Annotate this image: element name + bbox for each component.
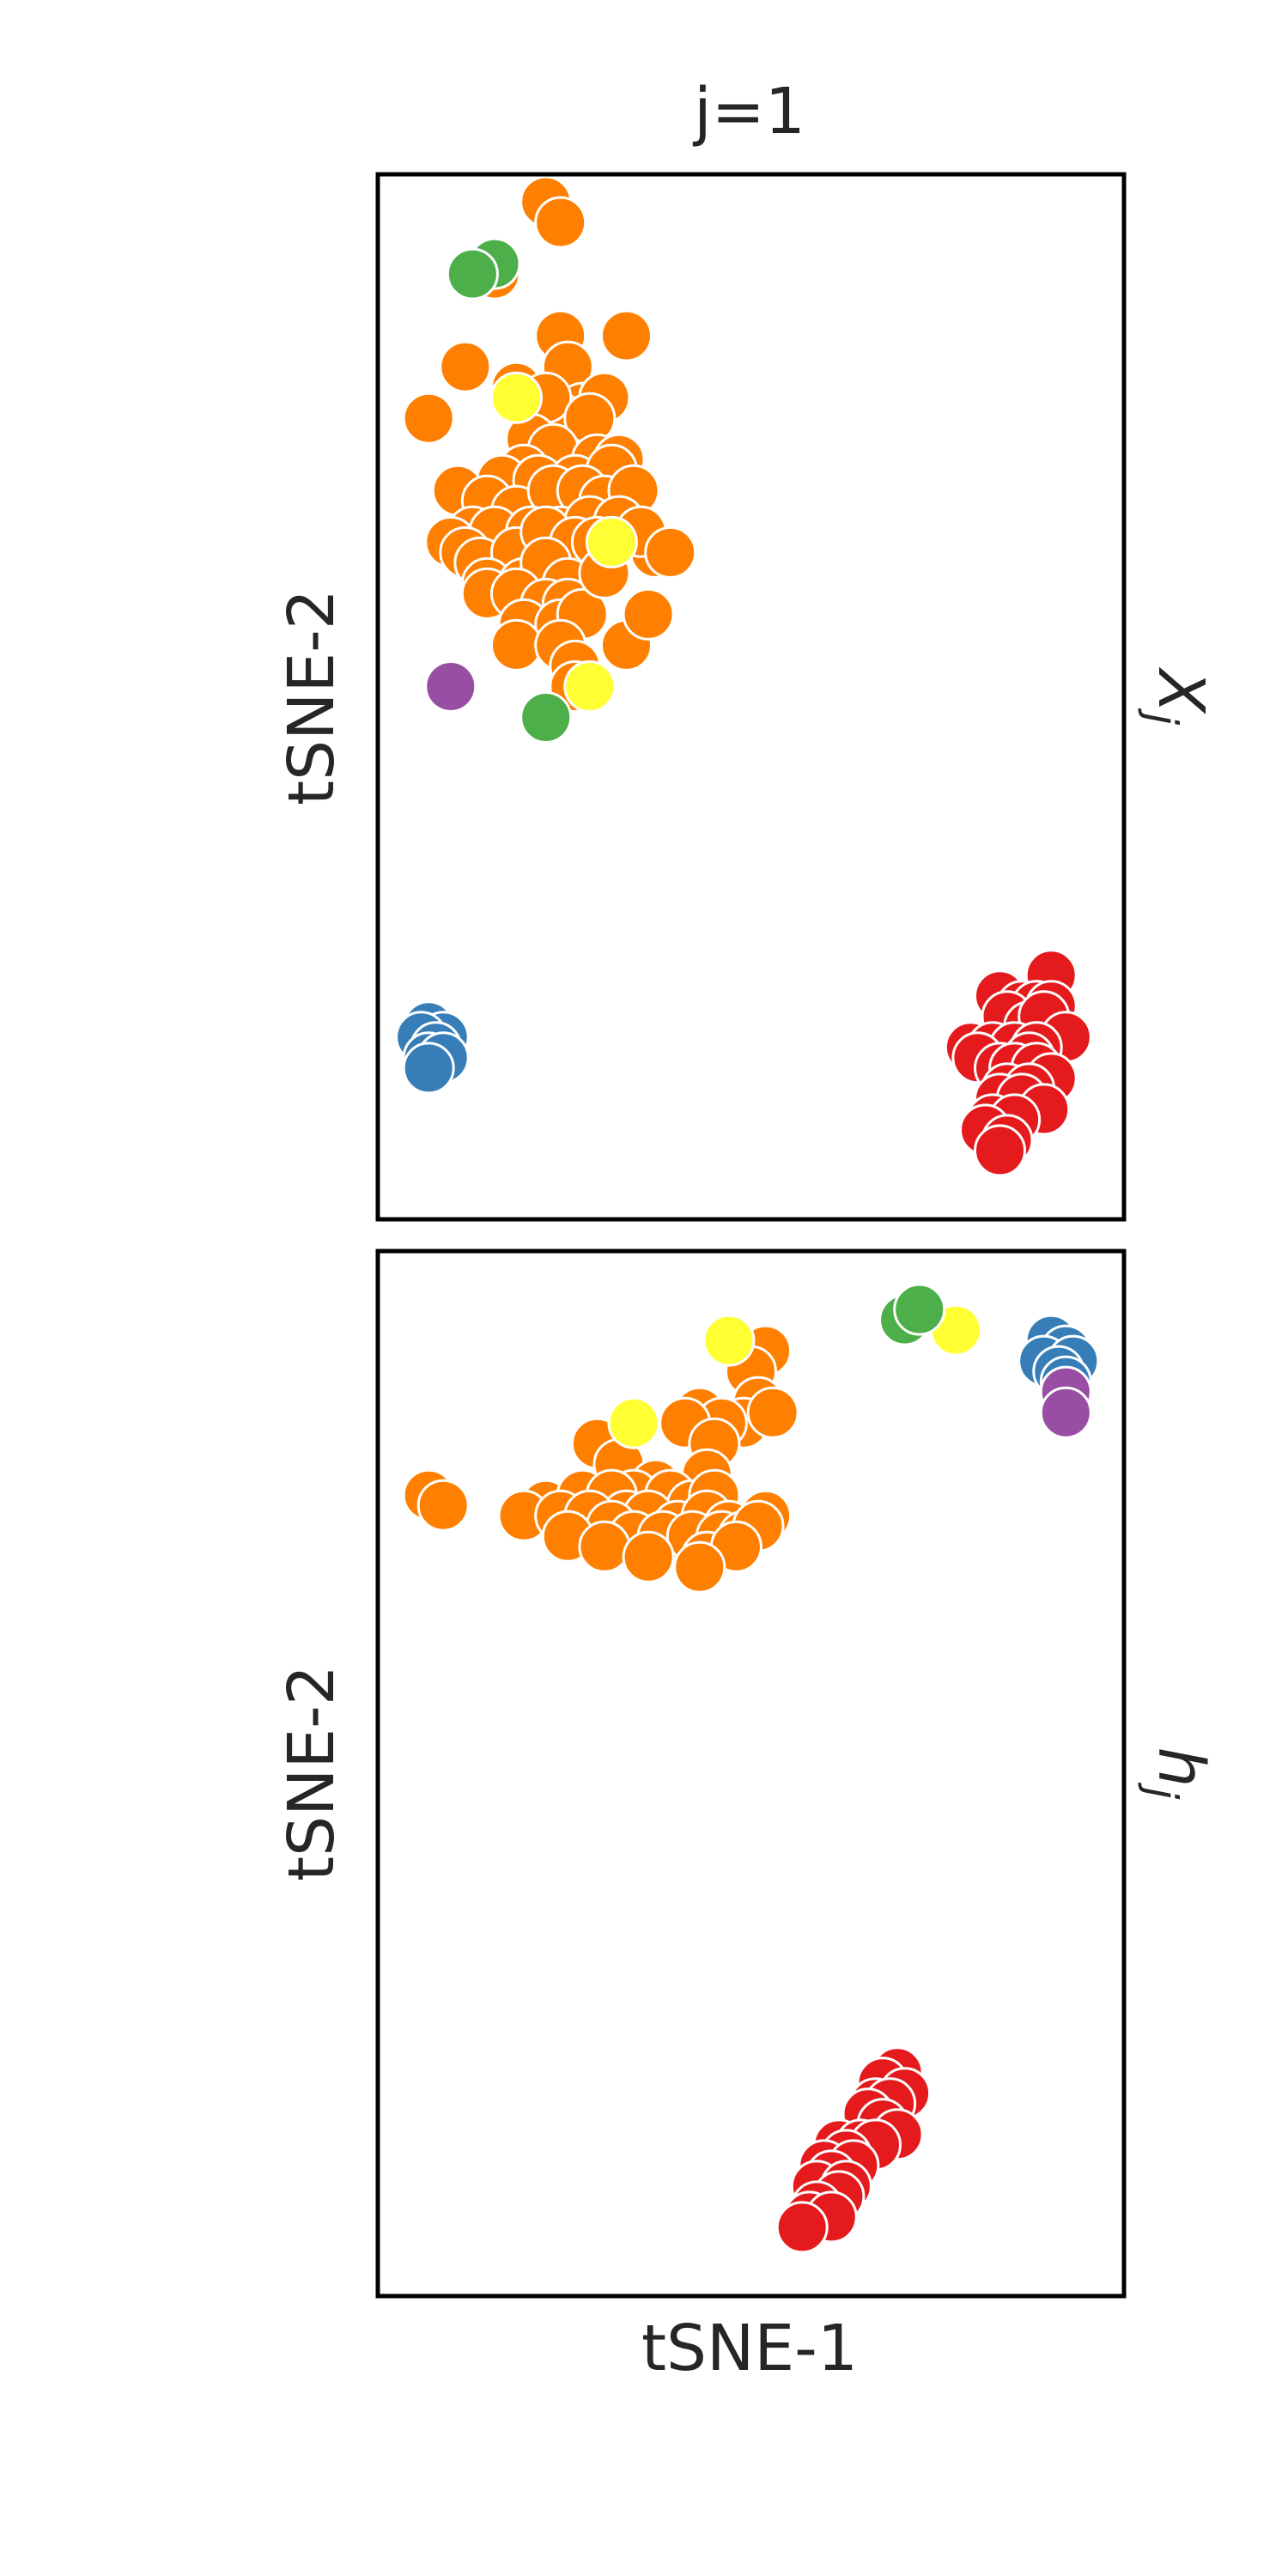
scatter-point-yellow	[490, 371, 543, 424]
scatter-point-green	[893, 1283, 946, 1336]
scatter-point-orange	[622, 1530, 675, 1583]
figure-title: j=1	[692, 75, 805, 149]
scatter-point-purple	[424, 660, 477, 713]
scatter-point-orange	[746, 1386, 799, 1439]
scatter-point-red	[974, 1124, 1026, 1177]
row-label-top-main: X	[1144, 666, 1218, 715]
scatter-point-purple	[1039, 1386, 1092, 1439]
scatter-point-orange	[534, 196, 587, 249]
row-label-bottom-main: h	[1144, 1747, 1218, 1788]
scatter-points-top	[395, 175, 1092, 1177]
scatter-point-yellow	[702, 1314, 756, 1367]
scatter-point-orange	[578, 1520, 631, 1573]
panel-top-frame	[375, 172, 1127, 1222]
scatter-point-green	[446, 247, 499, 301]
scatter-point-orange	[439, 340, 492, 393]
scatter-point-yellow	[607, 1396, 660, 1449]
scatter-point-red	[775, 2201, 829, 2254]
svg-text:Xj: Xj	[1137, 666, 1218, 726]
scatter-point-orange	[402, 392, 455, 445]
scatter-point-blue	[402, 1042, 455, 1095]
row-label-bottom: hj	[1137, 1747, 1218, 1800]
svg-text:hj: hj	[1137, 1747, 1218, 1800]
scatter-point-orange	[673, 1540, 726, 1594]
scatter-point-orange	[490, 618, 543, 671]
scatter-point-yellow	[585, 515, 638, 568]
panel-bottom: tSNE-2 hj	[275, 1249, 1218, 2299]
scatter-point-yellow	[563, 660, 617, 713]
scatter-points-bottom	[402, 1283, 1100, 2254]
y-axis-label-top: tSNE-2	[275, 589, 349, 805]
scatter-point-orange	[600, 309, 653, 362]
row-label-top: Xj	[1137, 666, 1218, 726]
scatter-point-green	[519, 691, 573, 744]
x-axis-label: tSNE-1	[641, 2312, 858, 2385]
scatter-point-orange	[416, 1479, 470, 1532]
panel-top: tSNE-2 Xj	[275, 172, 1218, 1222]
panel-bottom-frame	[375, 1249, 1127, 2299]
scatter-point-orange	[622, 587, 675, 641]
scatter-point-orange	[644, 526, 697, 579]
y-axis-label-bottom: tSNE-2	[275, 1665, 349, 1881]
